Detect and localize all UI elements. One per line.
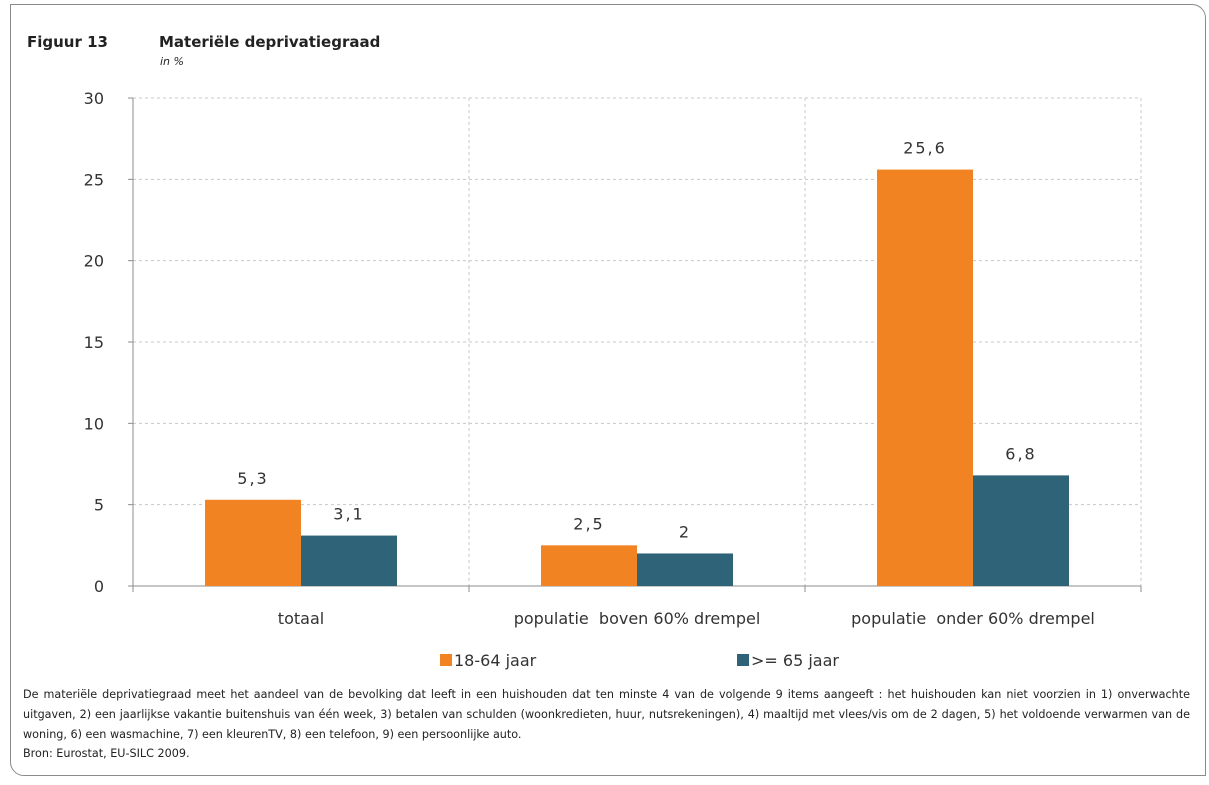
data-label: 2,5 (573, 514, 604, 533)
y-tick-label: 0 (94, 577, 104, 596)
legend-label: 18-64 jaar (454, 651, 537, 670)
legend-label: >= 65 jaar (751, 651, 839, 670)
legend-swatch (440, 654, 452, 666)
bar (637, 553, 733, 586)
figure-number: Figuur 13 (27, 33, 108, 51)
bar (541, 545, 637, 586)
bar (973, 475, 1069, 586)
y-tick-label: 15 (84, 333, 104, 352)
source-note: Bron: Eurostat, EU-SILC 2009. (23, 747, 190, 760)
y-tick-label: 20 (84, 252, 104, 271)
data-label: 2 (679, 522, 691, 541)
category-label: populatie onder 60% drempel (851, 609, 1095, 628)
figure-title: Materiële deprivatiegraad (159, 33, 381, 51)
figure-frame (10, 4, 1206, 776)
y-tick-label: 30 (84, 89, 104, 108)
data-label: 25,6 (903, 139, 947, 158)
bar (301, 535, 397, 586)
y-tick-label: 10 (84, 414, 104, 433)
data-label: 6,8 (1005, 444, 1036, 463)
bar (205, 499, 301, 586)
data-label: 5,3 (237, 469, 268, 488)
bar (877, 169, 973, 586)
legend-swatch (737, 654, 749, 666)
figure-unit: in % (160, 55, 184, 68)
category-label: totaal (278, 609, 324, 628)
data-label: 3,1 (333, 505, 364, 524)
category-label: populatie boven 60% drempel (514, 609, 761, 628)
y-tick-label: 5 (94, 496, 104, 515)
footnote: De materiële deprivatiegraad meet het aa… (23, 688, 1190, 741)
y-tick-label: 25 (84, 170, 104, 189)
